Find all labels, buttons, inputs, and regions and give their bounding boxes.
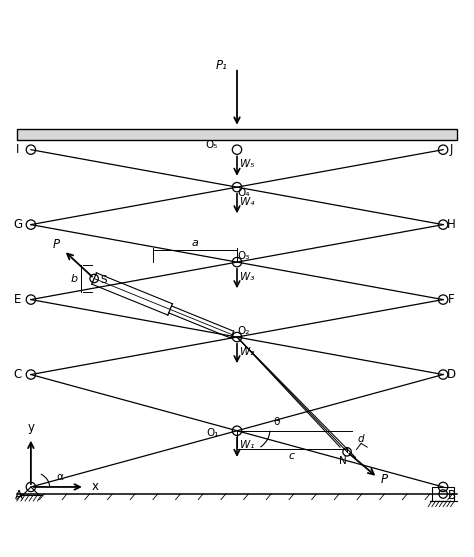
Text: G: G [13, 218, 22, 231]
Text: O₄: O₄ [237, 188, 250, 198]
Text: O₃: O₃ [237, 251, 250, 261]
Text: E: E [14, 293, 21, 306]
Text: H: H [447, 218, 456, 231]
Text: a: a [191, 238, 198, 248]
Text: C: C [14, 368, 22, 381]
Text: y: y [27, 421, 35, 434]
Text: O₅: O₅ [205, 140, 218, 150]
Text: α: α [56, 472, 64, 482]
Text: c: c [289, 451, 295, 461]
Text: b: b [71, 273, 78, 284]
Text: x: x [91, 481, 99, 494]
Text: W₅: W₅ [240, 159, 255, 169]
Text: W₂: W₂ [240, 346, 255, 356]
Text: O₁: O₁ [206, 428, 219, 438]
Text: d: d [358, 434, 365, 444]
Text: A: A [15, 489, 23, 502]
Text: W₁: W₁ [240, 440, 255, 450]
Text: N: N [339, 456, 347, 466]
Bar [432, 487, 455, 501]
Text: J: J [450, 143, 453, 156]
Text: W₃: W₃ [240, 272, 255, 282]
Text: P: P [381, 473, 388, 486]
Text: D: D [447, 368, 456, 381]
Text: I: I [16, 143, 19, 156]
Text: W₄: W₄ [240, 197, 255, 207]
Text: θ: θ [273, 417, 280, 427]
Bar [17, 129, 457, 140]
Text: B: B [447, 489, 456, 502]
Text: O₂: O₂ [237, 326, 250, 336]
Text: F: F [448, 293, 455, 306]
Text: P: P [53, 238, 60, 251]
Text: P₁: P₁ [216, 59, 228, 72]
Text: S: S [100, 275, 107, 285]
